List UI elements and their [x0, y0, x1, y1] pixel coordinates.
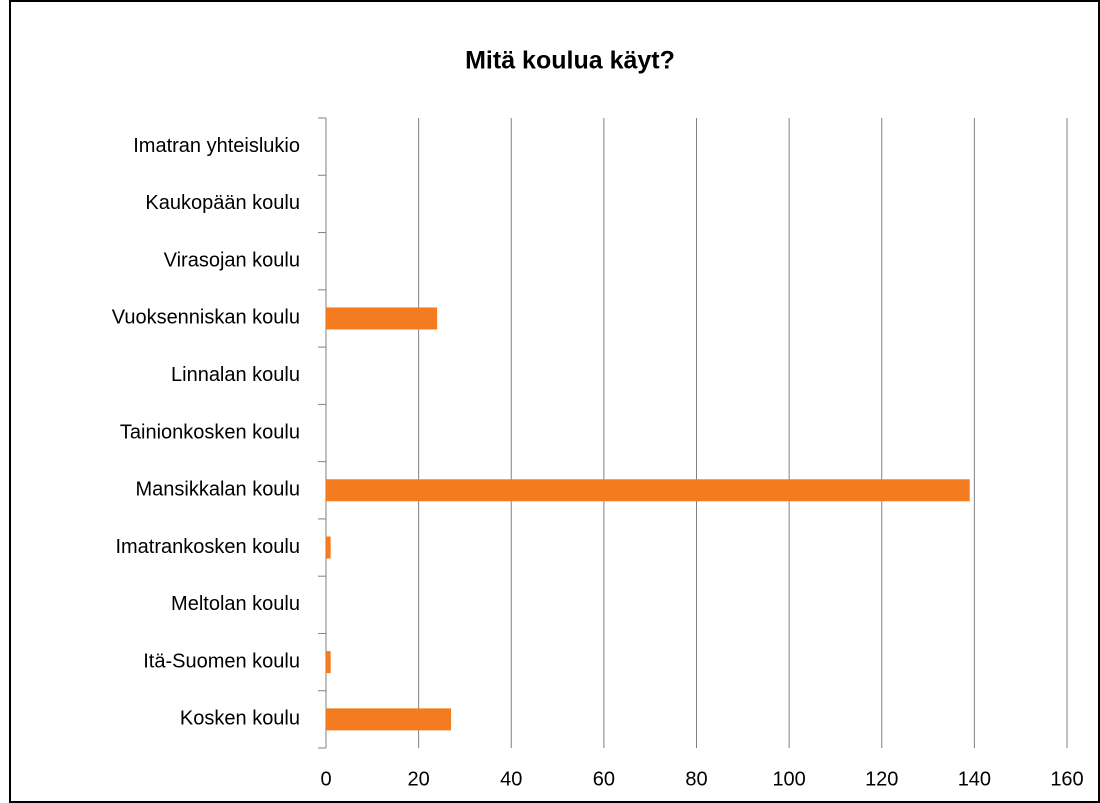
y-tick-label: Itä-Suomen koulu — [143, 650, 300, 672]
x-tick-label: 140 — [958, 768, 991, 790]
x-tick-label: 20 — [408, 768, 430, 790]
bar — [326, 708, 452, 731]
y-tick-label: Tainionkosken koulu — [120, 421, 300, 443]
y-tick-label: Vuoksenniskan koulu — [112, 307, 300, 329]
y-tick-label: Kosken koulu — [180, 708, 300, 730]
y-tick-label: Kaukopään koulu — [145, 192, 300, 214]
y-tick-label: Imatrankosken koulu — [115, 536, 300, 558]
bar — [326, 479, 970, 502]
bar — [326, 651, 331, 674]
x-tick-label: 160 — [1050, 768, 1083, 790]
y-tick-label: Meltolan koulu — [171, 593, 300, 615]
x-tick-label: 0 — [320, 768, 331, 790]
bar — [326, 307, 438, 330]
x-tick-label: 80 — [685, 768, 707, 790]
y-tick-label: Mansikkalan koulu — [135, 479, 300, 501]
y-tick-label: Virasojan koulu — [164, 249, 300, 271]
chart-title: Mitä koulua käyt? — [465, 47, 675, 75]
x-tick-label: 100 — [772, 768, 805, 790]
x-tick-label: 60 — [593, 768, 615, 790]
bar — [326, 536, 331, 559]
x-tick-label: 120 — [865, 768, 898, 790]
y-tick-label: Imatran yhteislukio — [133, 135, 300, 157]
y-tick-label: Linnalan koulu — [171, 364, 300, 386]
chart-frame — [9, 0, 1100, 803]
x-tick-label: 40 — [500, 768, 522, 790]
